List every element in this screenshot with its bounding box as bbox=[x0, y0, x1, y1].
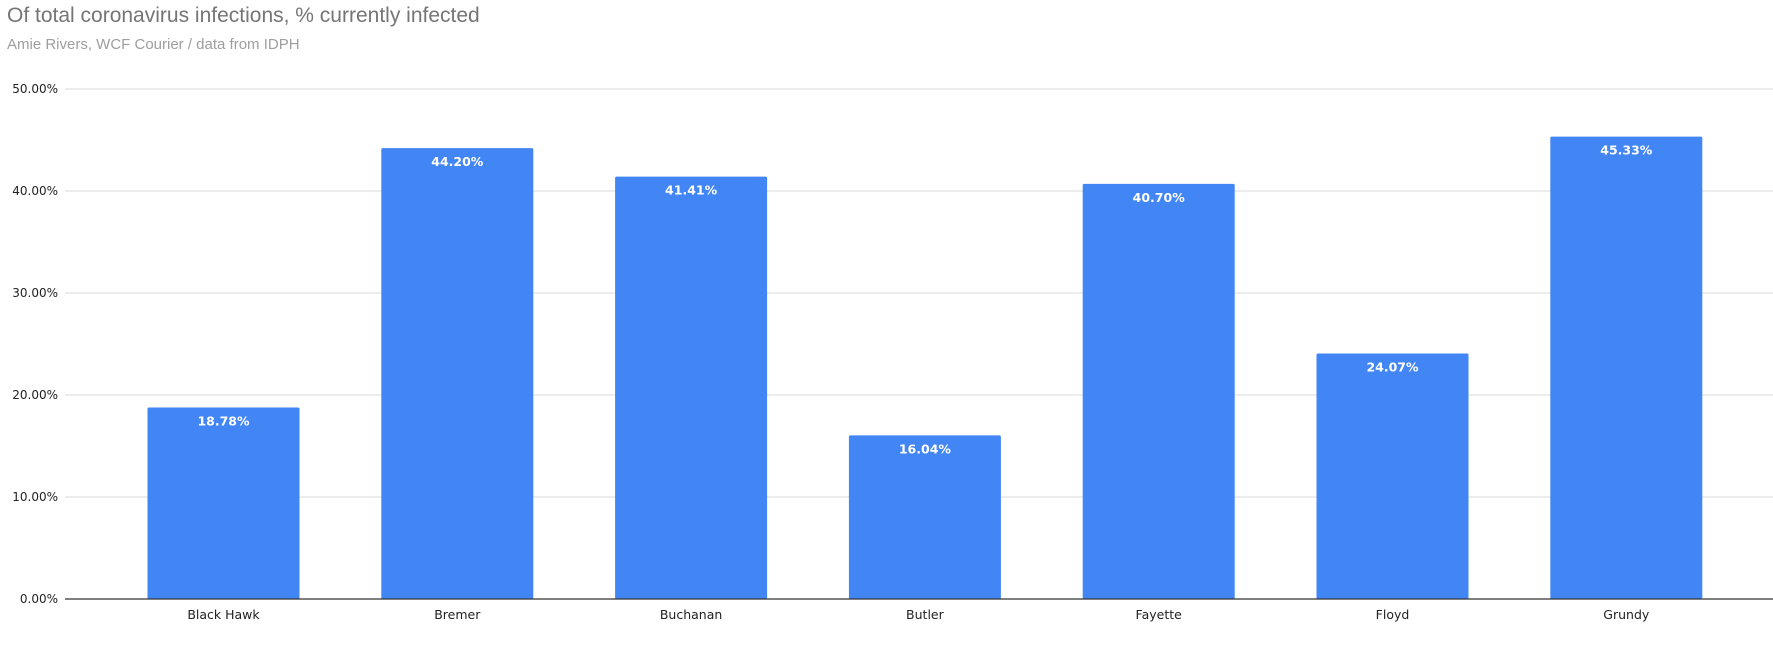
data-label: 16.04% bbox=[899, 441, 952, 456]
chart-subtitle: Amie Rivers, WCF Courier / data from IDP… bbox=[7, 36, 300, 53]
data-label: 40.70% bbox=[1133, 190, 1186, 205]
data-labels: 18.78% 44.20% 41.41% 16.04% 40.70% 24.07% 45.3… bbox=[197, 143, 1652, 457]
y-tick-label: 10.00% bbox=[12, 490, 58, 504]
y-tick-label: 40.00% bbox=[12, 184, 58, 198]
category-label: Fayette bbox=[1136, 607, 1183, 622]
bars bbox=[147, 136, 1703, 600]
x-axis-labels: Black Hawk Bremer Buchanan Butler Fayette Flo… bbox=[187, 607, 1650, 622]
bar bbox=[1082, 183, 1235, 600]
category-label: Floyd bbox=[1376, 607, 1410, 622]
bar bbox=[1316, 353, 1469, 599]
category-label: Butler bbox=[906, 607, 945, 622]
bar bbox=[1550, 136, 1703, 599]
data-label: 24.07% bbox=[1366, 359, 1419, 374]
bar bbox=[381, 148, 534, 599]
y-tick-label: 50.00% bbox=[12, 82, 58, 96]
data-label: 18.78% bbox=[197, 413, 250, 428]
y-tick-label: 20.00% bbox=[12, 388, 58, 402]
bar bbox=[147, 407, 300, 599]
bar bbox=[615, 176, 768, 600]
data-label: 45.33% bbox=[1600, 143, 1653, 158]
category-label: Bremer bbox=[434, 607, 481, 622]
bar bbox=[848, 435, 1001, 599]
y-axis-ticks: 0.00% 10.00% 20.00% 30.00% 40.00% 50.00% bbox=[12, 82, 58, 606]
y-tick-label: 30.00% bbox=[12, 286, 58, 300]
category-label: Black Hawk bbox=[187, 607, 260, 622]
category-label: Buchanan bbox=[660, 607, 722, 622]
y-tick-label: 0.00% bbox=[20, 592, 58, 606]
data-label: 44.20% bbox=[431, 154, 484, 169]
chart-title: Of total coronavirus infections, % curre… bbox=[7, 4, 480, 27]
data-label: 41.41% bbox=[665, 183, 718, 198]
category-label: Grundy bbox=[1603, 607, 1650, 622]
